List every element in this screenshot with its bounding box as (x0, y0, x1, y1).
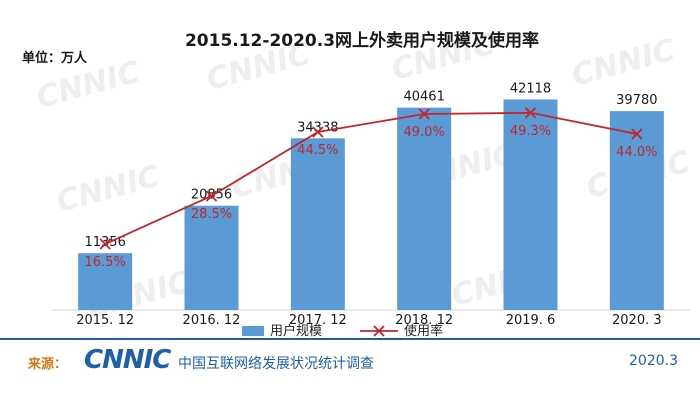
bar-value-label: 39780 (616, 93, 657, 108)
rate-marker-6 (631, 128, 643, 140)
rate-value-label: 44.0% (616, 145, 657, 160)
x-tick-label: 2016. 12 (183, 313, 241, 328)
x-tick-label: 2017. 12 (289, 313, 347, 328)
bar-5 (503, 99, 558, 310)
bar-value-label: 34338 (297, 120, 338, 135)
bar-value-label: 40461 (403, 90, 444, 105)
rate-marker-4 (418, 108, 430, 120)
x-tick-label: 2015. 12 (76, 313, 134, 328)
legend-label-users: 用户规模 (270, 323, 322, 339)
chart-title: 2015.12-2020.3网上外卖用户规模及使用率 (185, 30, 539, 51)
rate-marker-1 (99, 238, 111, 250)
source-label: 来源： (28, 357, 68, 372)
cnnic-logo: CNNIC (84, 345, 171, 375)
unit-label: 单位：万人 (22, 50, 88, 66)
rate-value-label: 16.5% (85, 255, 126, 270)
org-name: 中国互联网络发展状况统计调查 (178, 356, 374, 372)
bar-3 (290, 138, 345, 310)
footer: 来源： CNNIC 中国互联网络发展状况统计调查 2020.3 (0, 345, 700, 375)
bar-6 (609, 111, 664, 310)
rate-value-label: 44.5% (297, 143, 338, 158)
legend: 用户规模 使用率 (242, 323, 443, 339)
rate-value-label: 49.0% (404, 125, 445, 140)
footer-divider (0, 338, 700, 340)
watermark-text: CNNIC (53, 159, 164, 220)
rate-marker-2 (205, 190, 218, 202)
legend-label-rate: 使用率 (404, 323, 443, 339)
x-tick-label: 2020. 3 (612, 313, 662, 328)
rate-marker-5 (524, 107, 537, 119)
legend-swatch-users (242, 326, 264, 336)
bar-1 (78, 253, 133, 310)
x-tick-label: 2019. 6 (506, 313, 556, 328)
bar-4 (397, 107, 452, 310)
watermark-text: CNNIC (568, 33, 679, 94)
rate-value-label: 28.5% (191, 207, 232, 222)
legend-swatch-rate-marker (373, 325, 385, 337)
bar-2 (184, 205, 239, 310)
series-line-usage-rate (104, 111, 638, 245)
rate-marker-3 (312, 126, 324, 138)
bar-value-label: 42118 (510, 81, 551, 96)
rate-value-label: 49.3% (510, 124, 551, 139)
footer-date: 2020.3 (629, 353, 678, 369)
x-tick-label: 2018. 12 (395, 313, 453, 328)
